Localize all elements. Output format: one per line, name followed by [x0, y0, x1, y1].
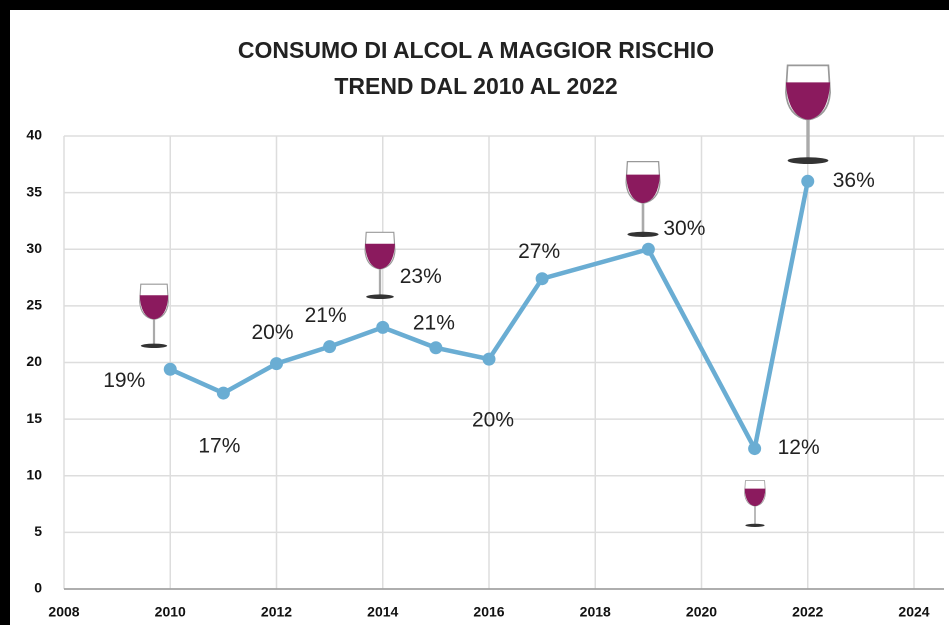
- y-tick-label: 20: [26, 353, 42, 369]
- data-point: [270, 357, 283, 371]
- y-tick-label: 25: [26, 297, 42, 313]
- data-point: [482, 352, 496, 366]
- data-label: 21%: [413, 311, 455, 334]
- data-point: [748, 442, 762, 456]
- chart-subtitle: TREND DAL 2010 AL 2022: [334, 73, 617, 99]
- data-label: 19%: [103, 369, 145, 392]
- x-tick-label: 2008: [48, 604, 79, 620]
- data-point: [801, 174, 815, 188]
- data-label: 23%: [400, 265, 442, 288]
- x-tick-label: 2018: [580, 604, 611, 620]
- x-tick-label: 2010: [155, 604, 186, 620]
- data-label: 30%: [663, 217, 705, 240]
- x-tick-label: 2022: [792, 604, 823, 620]
- data-point: [376, 320, 390, 334]
- x-tick-label: 2016: [473, 604, 504, 620]
- y-tick-label: 35: [26, 183, 42, 199]
- data-label: 12%: [778, 436, 820, 459]
- y-tick-label: 15: [26, 410, 42, 426]
- data-label: 20%: [251, 321, 293, 344]
- x-tick-label: 2024: [898, 604, 929, 620]
- data-point: [429, 341, 443, 355]
- data-point: [216, 386, 230, 400]
- data-point: [535, 272, 549, 286]
- data-label: 36%: [833, 169, 875, 192]
- data-label: 17%: [198, 435, 240, 458]
- data-label: 21%: [305, 304, 347, 327]
- y-tick-label: 10: [26, 466, 42, 482]
- x-tick-label: 2012: [261, 604, 292, 620]
- y-tick-label: 40: [26, 127, 42, 143]
- y-tick-label: 30: [26, 240, 42, 256]
- data-point: [163, 362, 177, 376]
- data-point: [323, 340, 337, 354]
- data-label: 27%: [518, 240, 560, 263]
- y-tick-label: 0: [34, 580, 42, 596]
- x-tick-label: 2014: [367, 604, 398, 620]
- data-label: 20%: [472, 409, 514, 432]
- data-point: [641, 242, 655, 256]
- chart-title: CONSUMO DI ALCOL A MAGGIOR RISCHIO: [238, 37, 714, 63]
- y-tick-label: 5: [34, 523, 42, 539]
- x-tick-label: 2020: [686, 604, 717, 620]
